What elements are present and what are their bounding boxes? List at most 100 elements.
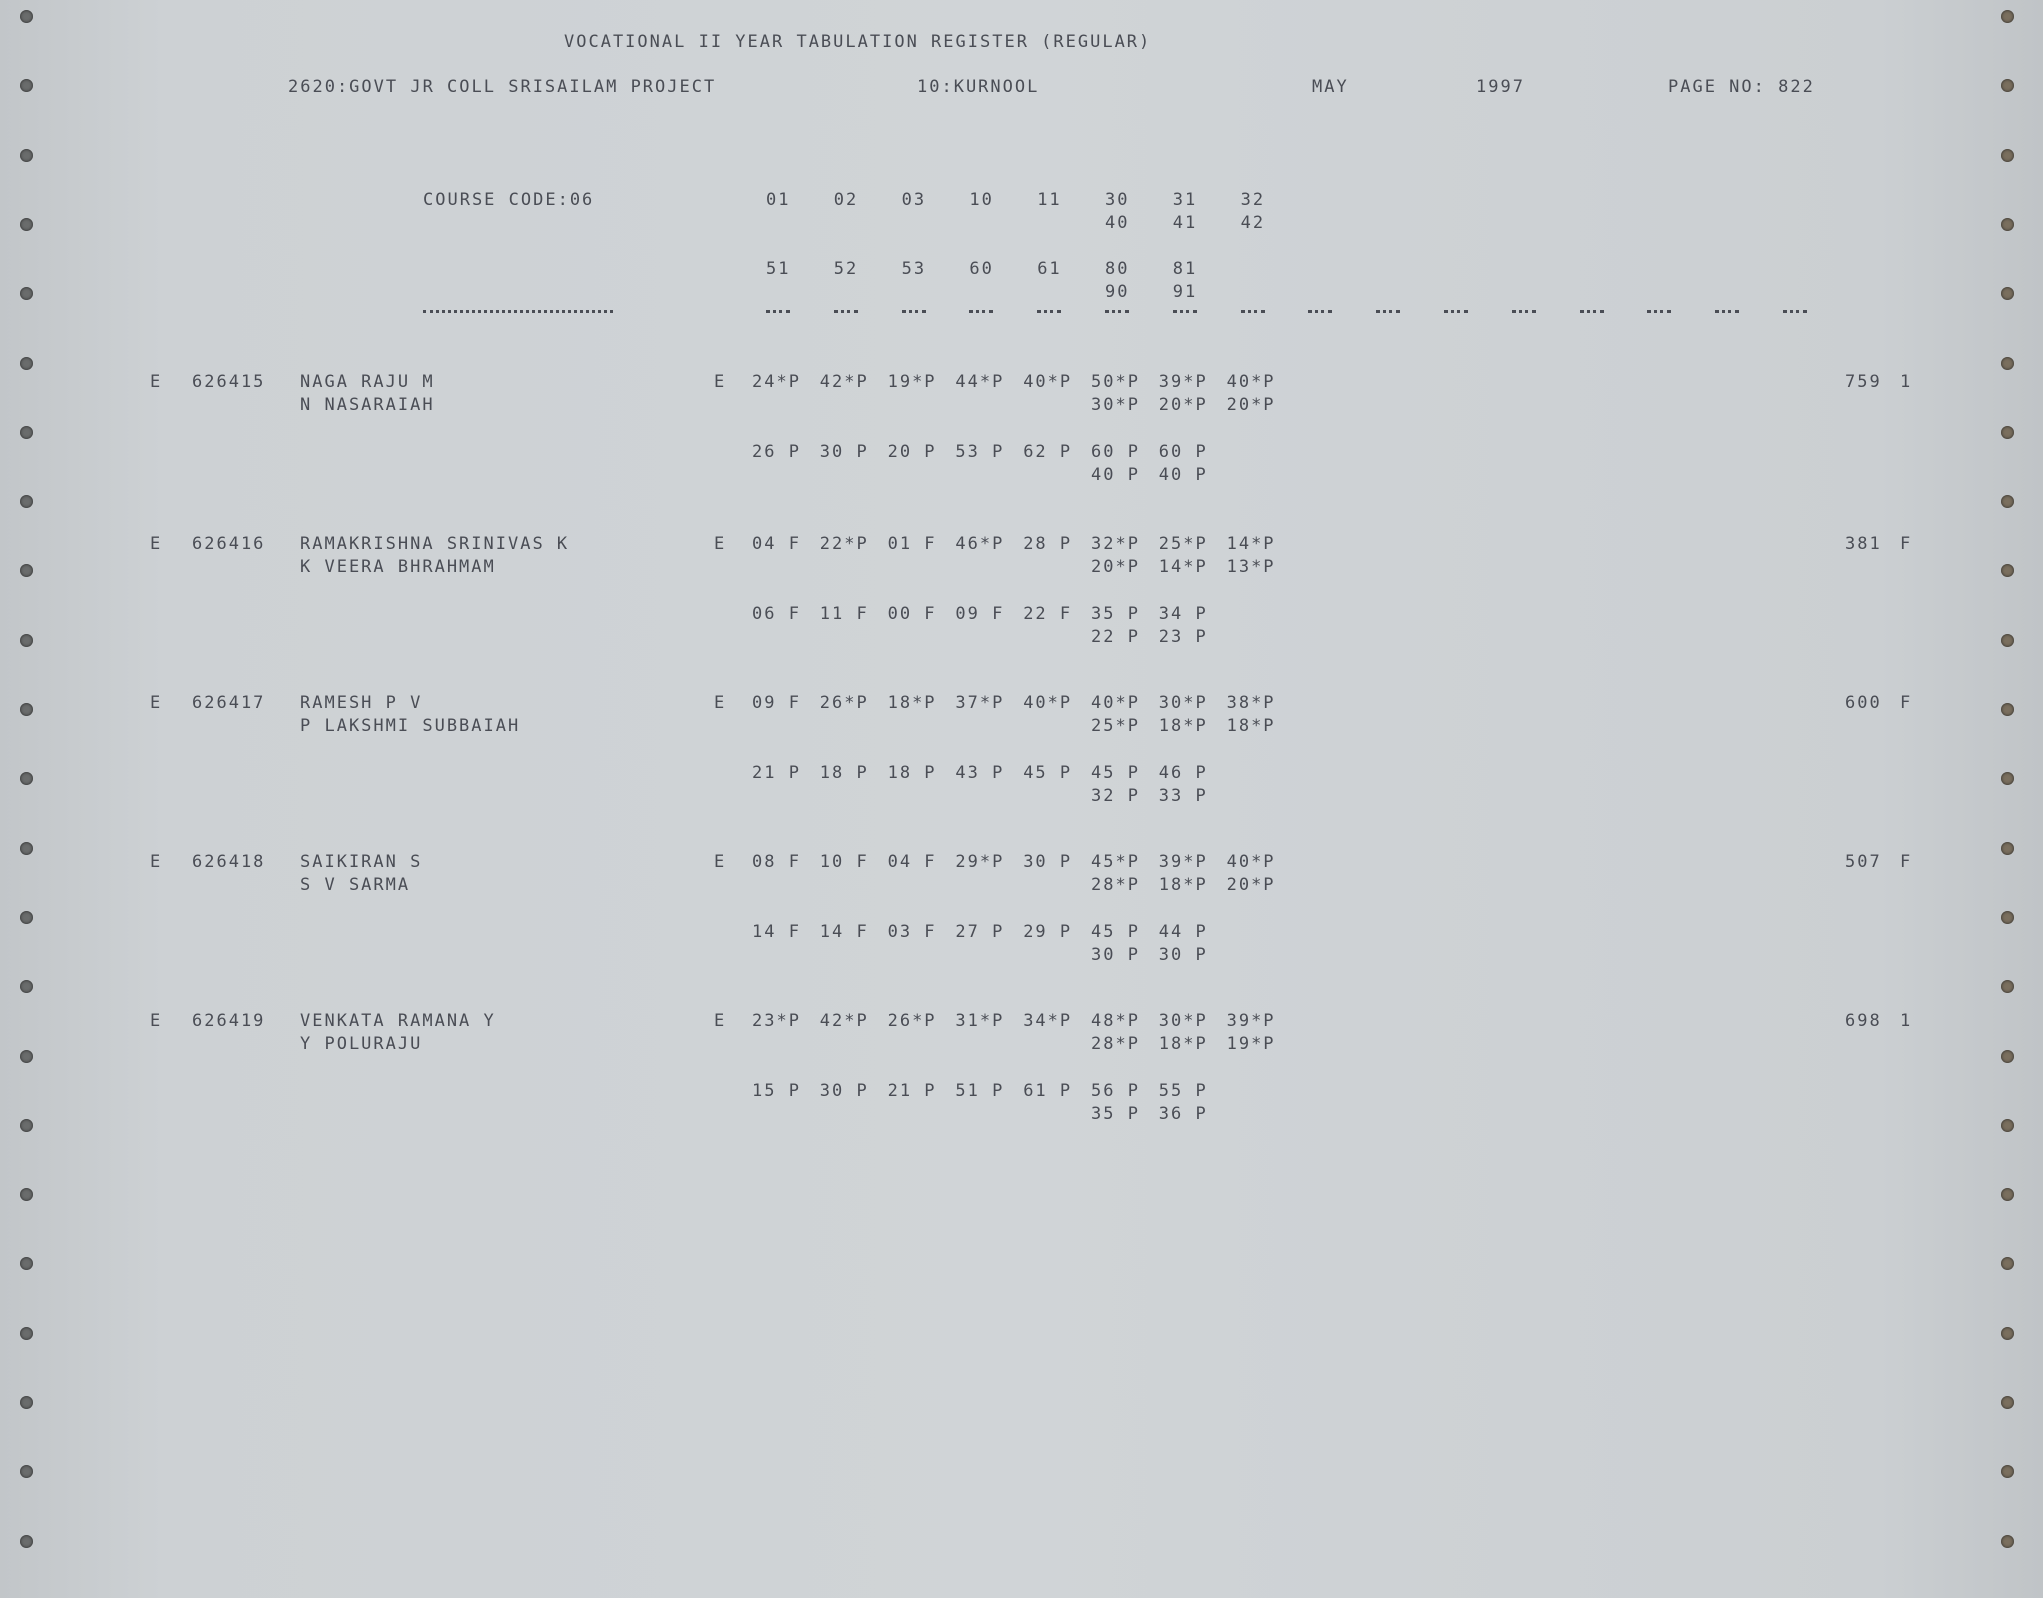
- subject-mark: 26 P: [752, 442, 801, 462]
- subject-mark: 28*P: [1091, 1034, 1140, 1054]
- subject-mark: 20*P: [1226, 875, 1276, 895]
- subject-mark: 20*P: [1158, 395, 1208, 415]
- separator-line: [1579, 310, 1604, 316]
- subject-mark: 42*P: [819, 1011, 869, 1031]
- sprocket-hole: [20, 564, 33, 578]
- roll-number: 626419: [192, 1011, 266, 1031]
- sprocket-hole: [20, 1257, 33, 1271]
- subject-mark: 50*P: [1091, 372, 1140, 392]
- subject-mark: 40*P: [1023, 693, 1073, 713]
- separator-line: [1715, 310, 1740, 316]
- subject-mark: 14*P: [1158, 557, 1208, 577]
- subject-mark: 22 P: [1091, 627, 1140, 647]
- subject-code: 41: [1172, 213, 1198, 233]
- result: F: [1900, 534, 1913, 554]
- sprocket-hole: [20, 1396, 33, 1409]
- subject-mark: 18*P: [1158, 1034, 1208, 1054]
- roll-number: 626418: [192, 852, 266, 872]
- subject-mark: 39*P: [1158, 852, 1208, 872]
- subject-code: 61: [1037, 259, 1062, 279]
- sprocket-hole: [20, 1326, 33, 1340]
- subject-code: 03: [901, 190, 927, 210]
- subject-mark: 22 F: [1023, 604, 1073, 624]
- subject-mark: 25*P: [1158, 534, 1208, 554]
- parent-name: N NASARAIAH: [300, 395, 435, 415]
- subject-code: 32: [1240, 190, 1266, 210]
- subject-mark: 42*P: [819, 372, 869, 392]
- sprocket-hole: [2001, 1257, 2014, 1271]
- sprocket-hole: [20, 1118, 33, 1132]
- sprocket-hole: [20, 79, 33, 93]
- subject-mark: 44 P: [1158, 922, 1208, 942]
- sprocket-hole: [2001, 1188, 2014, 1202]
- subject-mark: 51 P: [955, 1081, 1005, 1101]
- sprocket-hole: [20, 980, 33, 994]
- subject-mark: 19*P: [1226, 1034, 1276, 1054]
- roll-number: 626415: [192, 372, 266, 392]
- subject-mark: 56 P: [1091, 1081, 1140, 1101]
- subject-mark: 40 P: [1158, 465, 1208, 485]
- subject-mark: 34*P: [1023, 1011, 1073, 1031]
- district: 10:KURNOOL: [917, 77, 1040, 97]
- subject-mark: 30 P: [1091, 945, 1140, 965]
- sprocket-hole: [20, 772, 33, 786]
- subject-mark: 03 F: [887, 922, 937, 942]
- subject-mark: 20*P: [1091, 557, 1140, 577]
- subject-mark: 44*P: [955, 372, 1005, 392]
- subject-mark: 06 F: [752, 604, 801, 624]
- subject-mark: 23*P: [752, 1011, 801, 1031]
- medium: E: [714, 1011, 727, 1031]
- sprocket-hole: [2001, 772, 2014, 786]
- subject-code: 40: [1105, 213, 1130, 233]
- result: 1: [1900, 372, 1913, 392]
- subject-mark: 30*P: [1091, 395, 1140, 415]
- subject-mark: 22*P: [819, 534, 869, 554]
- subject-mark: 31*P: [955, 1011, 1005, 1031]
- subject-mark: 18*P: [1158, 716, 1208, 736]
- sprocket-hole: [20, 1188, 33, 1202]
- separator-line: [1308, 310, 1333, 316]
- sprocket-hole: [2001, 1465, 2014, 1479]
- subject-mark: 18*P: [887, 693, 937, 713]
- subject-mark: 38*P: [1226, 693, 1276, 713]
- subject-mark: 30 P: [819, 442, 869, 462]
- subject-code: 81: [1172, 259, 1198, 279]
- subject-mark: 43 P: [955, 763, 1005, 783]
- sprocket-hole: [2001, 564, 2014, 578]
- subject-mark: 60 P: [1091, 442, 1140, 462]
- subject-code: 31: [1172, 190, 1198, 210]
- subject-mark: 48*P: [1091, 1011, 1140, 1031]
- page-number: PAGE NO: 822: [1668, 77, 1815, 97]
- subject-mark: 29*P: [955, 852, 1005, 872]
- subject-mark: 35 P: [1091, 604, 1140, 624]
- sprocket-hole: [20, 841, 33, 855]
- exam-month: MAY: [1312, 77, 1349, 97]
- record-type: E: [150, 372, 163, 392]
- subject-code: 30: [1105, 190, 1130, 210]
- separator-line: [1172, 310, 1197, 316]
- separator-line: [1444, 310, 1468, 316]
- subject-mark: 30 P: [1158, 945, 1208, 965]
- subject-mark: 32 P: [1091, 786, 1140, 806]
- subject-code: 01: [766, 190, 791, 210]
- sprocket-hole: [2001, 217, 2014, 231]
- subject-mark: 18*P: [1226, 716, 1276, 736]
- separator-line: [1105, 310, 1129, 316]
- subject-mark: 25*P: [1091, 716, 1140, 736]
- separator-line: [1647, 310, 1672, 316]
- subject-mark: 10 F: [819, 852, 869, 872]
- result: F: [1900, 693, 1913, 713]
- sprocket-hole: [2001, 980, 2014, 994]
- record-type: E: [150, 1011, 163, 1031]
- total-marks: 507: [1845, 852, 1882, 872]
- subject-mark: 00 F: [887, 604, 937, 624]
- subject-mark: 21 P: [887, 1081, 937, 1101]
- medium: E: [714, 852, 727, 872]
- subject-mark: 23 P: [1158, 627, 1208, 647]
- parent-name: S V SARMA: [300, 875, 411, 895]
- result: 1: [1900, 1011, 1913, 1031]
- total-marks: 759: [1845, 372, 1882, 392]
- separator-line: [969, 310, 994, 316]
- student-name: RAMESH P V: [300, 693, 423, 713]
- subject-mark: 14*P: [1226, 534, 1276, 554]
